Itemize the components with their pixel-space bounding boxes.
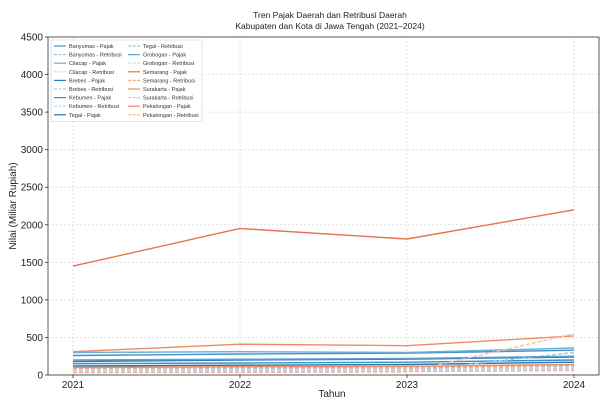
legend-label: Cilacap - Retribusi — [69, 70, 114, 76]
chart-title: Tren Pajak Daerah dan Retribusi Daerah — [253, 10, 407, 20]
y-tick-label: 4500 — [21, 33, 44, 44]
series-line — [72, 361, 575, 367]
series-line — [72, 363, 575, 369]
chart-subtitle: Kabupaten dan Kota di Jawa Tengah (2021–… — [235, 21, 425, 31]
x-tick-label: 2024 — [563, 380, 586, 391]
series-line — [72, 347, 575, 354]
y-tick-label: 3500 — [21, 108, 44, 119]
x-tick-label: 2023 — [396, 380, 419, 391]
y-tick-label: 2500 — [21, 183, 44, 194]
y-tick-label: 0 — [37, 371, 43, 382]
series-line — [72, 356, 575, 363]
series-lines — [72, 209, 575, 374]
x-axis-ticks: 2021 2022 2023 2024 — [62, 375, 586, 391]
legend-label: Kebumen - Retribusi — [69, 104, 119, 110]
legend-label: Tegal - Pajak — [69, 113, 101, 119]
plot-frame — [47, 36, 600, 376]
series-line — [72, 335, 575, 353]
y-tick-label: 1000 — [21, 295, 44, 306]
y-tick-label: 4000 — [21, 70, 44, 81]
series-line — [72, 364, 575, 369]
x-tick-label: 2022 — [229, 380, 252, 391]
legend-label: Surakarta - Pajak — [143, 87, 186, 93]
series-line — [72, 349, 575, 357]
series-line — [72, 368, 575, 372]
legend-box — [50, 39, 203, 122]
y-axis-ticks: 0 500 1000 1500 2000 2500 3000 3500 4000 4500 — [21, 33, 48, 382]
legend-label: Surakarta - Retribusi — [143, 96, 193, 102]
legend-label: Tegal - Retribusi — [143, 44, 183, 50]
legend-label: Kebumen - Pajak — [69, 96, 111, 102]
legend-label: Banyumas - Pajak — [69, 44, 114, 50]
legend-label: Semarang - Retribusi — [143, 78, 195, 84]
y-axis-label: Nilai (Miliar Rupiah) — [8, 162, 19, 249]
legend-label: Pekalongan - Pajak — [143, 104, 191, 110]
series-line — [72, 366, 575, 371]
legend-label: Grobogan - Pajak — [143, 53, 186, 59]
legend-label: Brebes - Retribusi — [69, 87, 113, 93]
series-line — [72, 369, 575, 374]
legend-label: Cilacap - Pajak — [69, 61, 106, 67]
y-tick-label: 3000 — [21, 145, 44, 156]
y-tick-label: 1500 — [21, 258, 44, 269]
x-axis-label: Tahun — [318, 389, 345, 400]
legend-label: Grobogan - Retribusi — [143, 61, 194, 67]
grid — [48, 36, 599, 376]
x-tick-label: 2021 — [62, 380, 85, 391]
legend-label: Brebes - Pajak — [69, 78, 105, 84]
legend-label: Banyumas - Retribusi — [69, 53, 122, 59]
legend-label: Pekalongan - Retribusi — [143, 113, 199, 119]
y-tick-label: 2000 — [21, 220, 44, 231]
legend: Banyumas - Pajak Banyumas - Retribusi Cila… — [50, 39, 203, 122]
series-line — [72, 359, 575, 365]
legend-label: Semarang - Pajak — [143, 70, 187, 76]
series-line — [72, 355, 575, 361]
y-tick-label: 500 — [26, 333, 43, 344]
series-line — [72, 209, 575, 267]
